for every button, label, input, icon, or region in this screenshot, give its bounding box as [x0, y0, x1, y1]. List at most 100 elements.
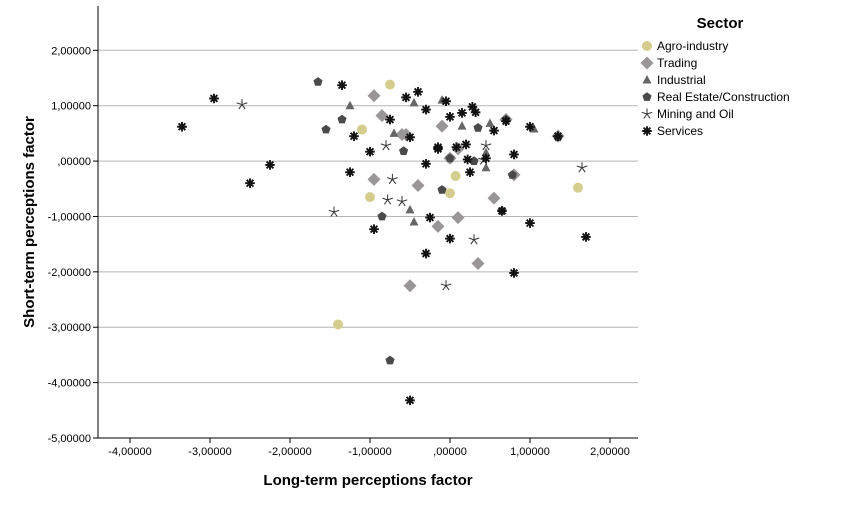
data-point	[489, 125, 499, 136]
legend-label: Mining and Oil	[657, 107, 734, 121]
y-tick-label: -4,00000	[48, 378, 91, 390]
data-point	[525, 121, 535, 132]
data-point	[389, 128, 399, 137]
data-point	[553, 131, 563, 141]
data-point	[481, 153, 491, 164]
legend-label: Agro-industry	[657, 39, 728, 53]
data-point	[377, 211, 387, 221]
y-tick-label: -1,00000	[48, 211, 91, 223]
data-point	[382, 194, 393, 205]
legend-item: Agro-industry	[642, 39, 728, 53]
y-tick-label: -3,00000	[48, 322, 91, 334]
data-point	[405, 204, 415, 214]
x-tick-label: -2,00000	[268, 446, 311, 458]
legend-item: Industrial	[642, 73, 706, 87]
data-point	[457, 121, 467, 130]
x-tick-label: -4,00000	[108, 446, 151, 458]
data-point	[445, 153, 455, 163]
legend-label: Trading	[657, 56, 697, 70]
legend-label: Industrial	[657, 73, 706, 87]
y-tick-label: -5,00000	[48, 433, 91, 445]
data-point	[411, 178, 425, 192]
data-point	[396, 196, 408, 207]
data-point	[435, 119, 449, 133]
data-point	[468, 234, 480, 245]
data-point	[573, 182, 583, 193]
data-point	[409, 217, 419, 226]
legend-label: Real Estate/Construction	[657, 90, 790, 104]
data-point	[465, 167, 475, 177]
data-point	[487, 191, 501, 205]
data-point	[245, 178, 255, 189]
data-point	[461, 139, 471, 150]
data-point	[385, 79, 395, 90]
data-point	[401, 92, 411, 103]
data-point	[337, 80, 347, 90]
data-point	[485, 118, 495, 127]
data-point	[349, 131, 359, 141]
x-axis-ticks: -4,00000 -3,00000 -2,00000 -1,00000 ,00000 1,…	[108, 438, 630, 458]
data-point	[451, 211, 465, 225]
series-trading	[367, 89, 565, 293]
data-point	[385, 355, 395, 365]
data-point	[473, 123, 483, 132]
data-point	[209, 93, 219, 104]
data-point	[507, 170, 517, 179]
data-point	[470, 107, 481, 118]
legend-label: Services	[657, 124, 703, 138]
data-point	[481, 162, 491, 172]
x-tick-label: 1,00000	[510, 446, 550, 458]
data-point	[265, 160, 275, 170]
legend-item: Services	[642, 124, 703, 138]
series-agro-industry	[333, 79, 583, 330]
data-point	[437, 185, 447, 194]
legend-marker	[642, 75, 652, 84]
data-point	[328, 206, 340, 217]
data-point	[445, 233, 455, 244]
data-point	[365, 192, 375, 203]
series-services	[177, 80, 591, 406]
data-point	[469, 156, 479, 165]
data-point	[413, 87, 423, 97]
data-point	[450, 171, 461, 182]
data-point	[445, 188, 455, 199]
data-point	[333, 319, 343, 330]
data-point	[471, 257, 485, 271]
legend-title: Sector	[697, 15, 744, 32]
series-industrial	[345, 95, 539, 226]
data-point	[480, 140, 492, 151]
y-axis-label: Short-term perceptions factor	[21, 116, 38, 328]
data-point	[365, 146, 375, 157]
legend-marker	[642, 126, 652, 136]
data-point	[497, 206, 507, 216]
data-point	[321, 124, 331, 134]
legend: Sector Agro-industry Trading Industrial Rea…	[640, 15, 790, 138]
data-point	[576, 162, 588, 173]
data-point	[581, 232, 591, 242]
data-point	[421, 159, 431, 169]
data-point	[337, 114, 347, 124]
legend-marker	[640, 56, 654, 70]
data-point	[440, 280, 452, 291]
data-point	[451, 142, 462, 153]
data-point	[357, 124, 367, 135]
data-point	[525, 218, 535, 228]
data-point	[236, 99, 248, 110]
legend-marker	[642, 41, 652, 51]
data-point	[380, 140, 392, 151]
data-point	[409, 97, 419, 107]
data-point	[509, 149, 519, 160]
y-tick-label: 2,00000	[51, 45, 91, 57]
data-point	[399, 146, 409, 155]
data-point	[367, 172, 381, 186]
data-point	[529, 123, 539, 133]
data-point	[177, 121, 187, 132]
data-point	[433, 142, 443, 153]
x-axis-label: Long-term perceptions factor	[263, 472, 472, 489]
data-point	[445, 111, 455, 122]
data-point	[385, 114, 395, 125]
y-axis-ticks: 2,00000 1,00000 ,00000 -1,00000 -2,00000 -3,0…	[48, 45, 98, 445]
data-point	[405, 395, 415, 406]
data-point	[457, 108, 467, 118]
